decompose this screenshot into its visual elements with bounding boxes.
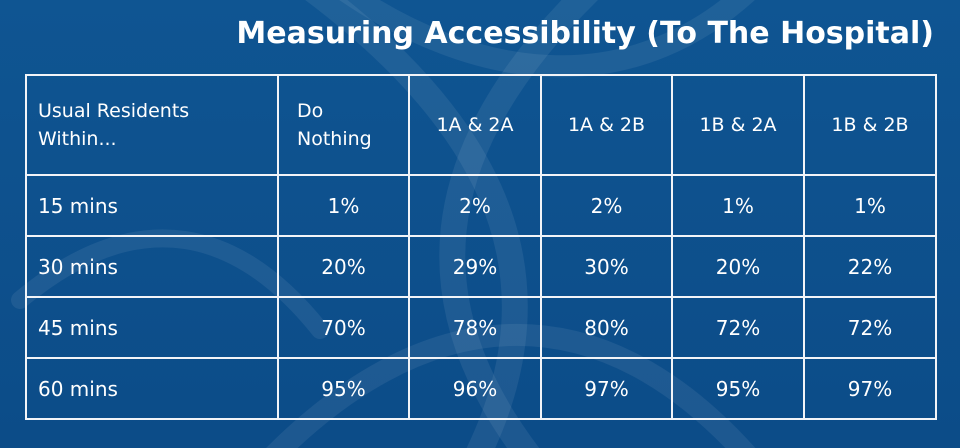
table-cell: 1% [671,174,805,237]
row-label: 45 mins [25,296,279,359]
table-cell: 70% [277,296,410,359]
corner-header-line-1: Usual Residents [38,100,190,122]
column-header-1b-2b: 1B & 2B [803,74,937,176]
corner-header-line-2: Within... [38,128,117,150]
table-row: 45 mins 70% 78% 80% 72% 72% [25,296,937,359]
table-cell: 97% [803,357,937,420]
column-header-1a-2b: 1A & 2B [540,74,673,176]
column-header-1b-2a: 1B & 2A [671,74,805,176]
table-cell: 95% [277,357,410,420]
page-title: Measuring Accessibility (To The Hospital… [236,16,934,51]
table-row: 60 mins 95% 96% 97% 95% 97% [25,357,937,420]
table-header-row: Usual Residents Within... Do Nothing 1A … [25,74,937,176]
column-header-do-nothing-line-2: Nothing [297,128,372,150]
table-cell: 29% [408,235,542,298]
column-header-do-nothing-line-1: Do [297,100,324,122]
table-row: 15 mins 1% 2% 2% 1% 1% [25,174,937,237]
table-cell: 72% [803,296,937,359]
row-label: 60 mins [25,357,279,420]
table-row: 30 mins 20% 29% 30% 20% 22% [25,235,937,298]
table-cell: 95% [671,357,805,420]
table-cell: 80% [540,296,673,359]
table-cell: 30% [540,235,673,298]
corner-header: Usual Residents Within... [25,74,279,176]
row-label: 30 mins [25,235,279,298]
row-label: 15 mins [25,174,279,237]
column-header-1a-2a: 1A & 2A [408,74,542,176]
accessibility-table: Usual Residents Within... Do Nothing 1A … [25,74,937,420]
table-cell: 97% [540,357,673,420]
table-cell: 78% [408,296,542,359]
table-cell: 1% [277,174,410,237]
table-cell: 2% [540,174,673,237]
table-cell: 2% [408,174,542,237]
table-cell: 22% [803,235,937,298]
table-cell: 96% [408,357,542,420]
table-cell: 1% [803,174,937,237]
column-header-do-nothing: Do Nothing [277,74,410,176]
table-cell: 20% [671,235,805,298]
table-cell: 72% [671,296,805,359]
table-cell: 20% [277,235,410,298]
